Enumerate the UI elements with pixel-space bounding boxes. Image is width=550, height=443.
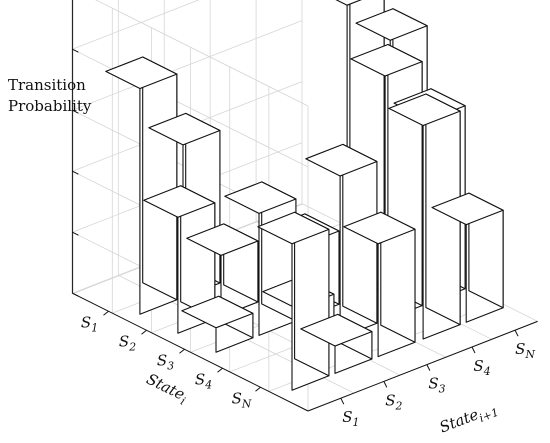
z-axis-title-line-1: Transition	[8, 76, 86, 94]
bar-S3-S1	[181, 295, 254, 353]
col-tick-label-1: S1	[342, 408, 359, 429]
bar-top-face	[335, 0, 362, 6]
col-tick	[383, 381, 388, 388]
bar-S2-S2	[186, 223, 259, 317]
row-tick	[141, 329, 147, 335]
z-tick	[72, 170, 79, 175]
col-tick	[340, 397, 345, 405]
row-tick-label-4: S4	[195, 370, 212, 391]
col-tick-label-2: S2	[385, 391, 402, 412]
bar-top-face	[257, 211, 330, 245]
chart-bars	[105, 0, 504, 391]
col-tick	[471, 346, 476, 354]
bar-SN-S1	[257, 211, 330, 391]
row-tick	[217, 367, 223, 373]
bar-top-face	[143, 185, 216, 218]
row-tick-label-5: SN	[232, 389, 252, 410]
col-tick	[426, 364, 431, 371]
bar-top-face	[350, 43, 423, 77]
bar-top-face	[355, 8, 428, 41]
z-gridline	[72, 0, 200, 50]
row-tick	[255, 386, 261, 392]
col-tick-label-4: S4	[473, 357, 490, 378]
col-tick	[514, 329, 519, 337]
bar-top-face	[300, 313, 373, 347]
z-tick	[72, 109, 79, 114]
z-gridline	[95, 0, 309, 107]
bar-side-face	[142, 56, 178, 301]
row-tick-label-2: S2	[119, 332, 136, 353]
bar-SN-S2	[300, 313, 373, 374]
row-axis-line	[72, 292, 309, 412]
z-tick	[72, 292, 79, 297]
bar-top-face	[181, 295, 254, 329]
z-gridline	[72, 20, 303, 111]
row-axis-title: Statei	[142, 370, 190, 408]
bar-top-face	[431, 192, 504, 226]
bar-top-face	[305, 143, 378, 177]
z-tick	[72, 231, 79, 236]
z-axis-title-line-2: Probability	[8, 97, 92, 115]
col-tick-label-3: S3	[428, 375, 445, 396]
row-tick-label-3: S3	[157, 351, 174, 372]
row-tick-label-1: S1	[81, 313, 98, 334]
chart-axes	[71, 0, 538, 412]
bar-top-face	[105, 56, 178, 90]
bar-SN-S3	[343, 211, 416, 358]
bar-top-face	[148, 112, 221, 146]
col-axis-line	[307, 320, 538, 412]
col-tick-label-5: SN	[515, 340, 535, 361]
z-tick	[72, 48, 79, 53]
row-tick	[179, 348, 185, 354]
col-axis-title: Statei+1	[437, 398, 500, 439]
row-tick	[103, 310, 109, 316]
bar-top-face	[343, 211, 416, 245]
bar-SN-S5	[431, 192, 504, 323]
bar-top-face	[388, 93, 461, 127]
bar-top-face	[186, 223, 259, 256]
bar-top-face	[224, 181, 297, 214]
